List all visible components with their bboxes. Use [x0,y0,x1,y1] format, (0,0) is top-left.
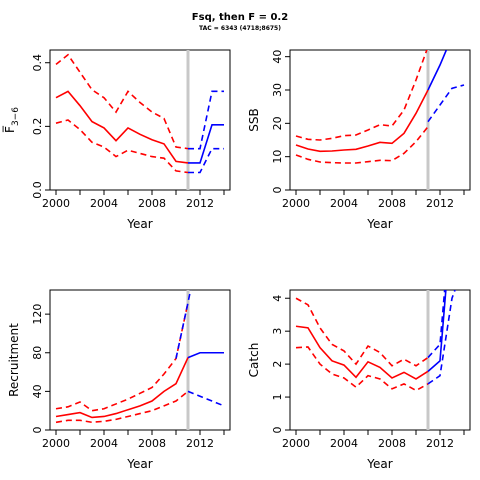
series-line-lower-historic [55,390,189,424]
x-tick-label: 2004 [90,197,118,210]
series-line-median-historic [55,90,189,164]
y-tick-label: 10 [271,150,284,164]
series-line-upper-historic [55,302,189,412]
y-tick-label: 0.4 [31,54,44,72]
y-tick-label: 120 [31,304,44,325]
series-line-upper-historic [295,50,428,141]
chart-panel-2: 2000 2004 2008 2012 0 40 80 120 Year Recruitment [7,289,231,471]
series-line-median-historic [295,89,429,153]
y-tick-label: 0 [271,427,284,434]
x-tick-label: 2004 [90,437,118,450]
series-line-lower-projected [427,84,465,123]
y-tick-label: 0 [31,427,44,434]
x-tick-label: 2008 [378,437,406,450]
series-line-median-projected [188,123,224,164]
y-axis-label: F̅3−6 [2,107,21,133]
chart-panel-1: 2000 2004 2008 2012 0 10 20 30 40 Year SSB [247,49,471,231]
series-line-median-projected [427,290,447,372]
plot-frame [289,289,471,431]
plot-frame [49,289,231,431]
series-line-lower-projected [427,290,456,385]
series-line-median-projected [187,351,224,359]
y-tick-label: 0.2 [31,118,44,136]
y-tick-label: 3 [271,328,284,335]
x-tick-label: 2000 [282,197,310,210]
x-tick-label: 2004 [330,197,358,210]
series-group [55,53,224,174]
series-line-upper-historic [295,297,429,367]
y-tick-label: 30 [271,83,284,97]
y-tick-label: 40 [31,384,44,398]
plot-frame [49,49,231,191]
x-tick-label: 2008 [138,197,166,210]
series-line-lower-projected [187,390,225,407]
x-tick-label: 2000 [42,437,70,450]
x-tick-label: 2004 [330,437,358,450]
y-tick-label: 0 [271,187,284,194]
series-group [55,290,225,424]
y-tick-label: 20 [271,116,284,130]
x-tick-label: 2012 [426,197,454,210]
y-axis-label: Catch [247,343,261,378]
x-tick-label: 2012 [426,437,454,450]
y-tick-label: 0.0 [31,181,44,199]
series-line-upper-projected [188,90,224,150]
x-tick-label: 2012 [186,197,214,210]
y-tick-label: 1 [271,394,284,401]
x-tick-label: 2000 [282,437,310,450]
x-axis-label: Year [366,217,392,231]
series-line-median-historic [55,357,189,419]
series-line-upper-projected [427,290,446,359]
series-line-median-historic [295,325,429,380]
series-line-median-projected [427,50,448,91]
y-axis-label: SSB [247,108,261,131]
series-line-upper-historic [55,53,189,150]
figure-title: Fsq, then F = 0.2 [192,12,288,23]
x-tick-label: 2000 [42,197,70,210]
y-tick-label: 40 [271,50,284,64]
series-group [295,50,465,164]
series-line-lower-projected [188,147,224,174]
x-axis-label: Year [366,457,392,471]
y-tick-label: 4 [271,295,284,302]
y-tick-label: 80 [31,346,44,360]
chart-panel-0: 2000 2004 2008 2012 0.0 0.2 0.4 Year F̅3−6 [2,49,231,231]
plot-frame [289,49,471,191]
series-group [295,290,456,392]
series-line-lower-historic [295,346,429,392]
figure-subtitle: TAC = 6343 (4718;8675) [199,25,281,32]
x-axis-label: Year [126,217,152,231]
x-tick-label: 2008 [378,197,406,210]
y-tick-label: 2 [271,361,284,368]
x-tick-label: 2012 [186,437,214,450]
x-axis-label: Year [126,457,152,471]
x-tick-label: 2008 [138,437,166,450]
y-axis-label: Recruitment [7,323,21,397]
series-line-lower-historic [55,119,189,174]
series-line-lower-historic [295,126,429,164]
